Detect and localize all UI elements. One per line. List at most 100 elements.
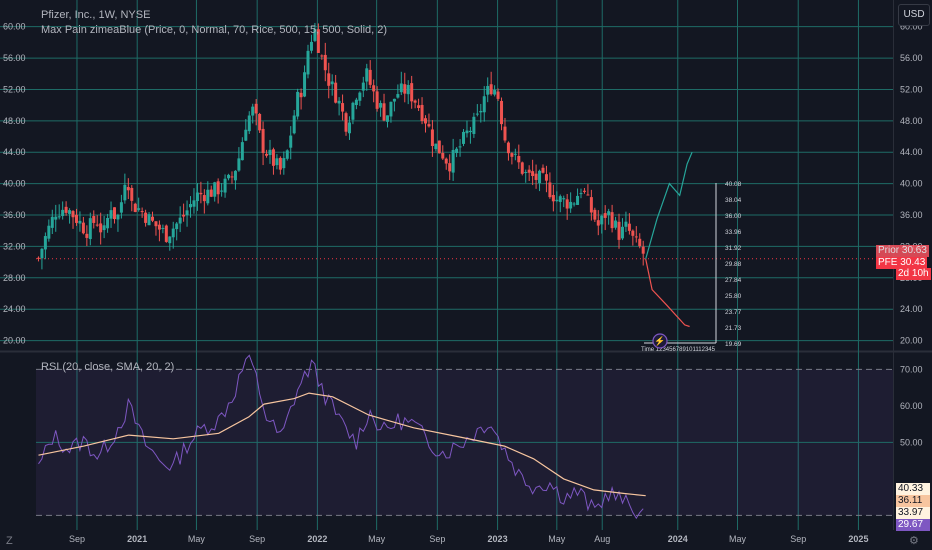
candle-body [614,220,618,228]
candle-body [465,130,469,134]
candle-body [199,192,203,195]
candle-body [479,110,483,113]
max-pain-level-label: 33.96 [725,229,742,236]
rsi-legend[interactable]: RSI (20, close, SMA, 20, 2) [41,361,175,373]
candle-body [74,214,78,223]
candle-body [482,96,486,113]
symbol-legend[interactable]: Pfizer, Inc., 1W, NYSE [41,9,151,21]
candle-body [351,102,355,120]
y-tick-label-left: 40.00 [3,179,26,189]
projection-up-line [645,151,693,260]
candle-body [119,202,123,213]
candle-body [220,190,224,192]
candle-body [448,163,452,172]
x-tick-label: Sep [429,534,445,544]
candle-body [396,94,400,98]
candle-body [285,150,289,159]
x-tick-label: 2025 [848,534,868,544]
candle-body [444,158,448,164]
candle-body [420,104,424,122]
candle-body [175,223,179,230]
candle-body [95,224,99,226]
max-pain-level-label: 38.04 [725,197,742,204]
x-tick-label: 2023 [488,534,508,544]
candle-body [151,216,155,221]
candle-body [213,182,217,197]
candle-body [258,113,262,131]
rsi-band [36,368,893,516]
candle-body [638,238,642,247]
candle-body [216,181,220,195]
max-pain-caption: Time 123456789101112345 [641,347,716,353]
candle-body [368,69,372,85]
candle-body [347,122,351,134]
rsi-y-tick-label: 50.00 [900,437,923,447]
candle-body [161,227,165,229]
candle-body [189,204,193,208]
candle-body [147,214,151,226]
candle-body [178,217,182,224]
bar-countdown: 2d 10h [896,268,931,280]
candle-body [562,198,566,200]
candle-body [320,55,324,57]
candle-body [558,196,562,202]
candle-body [565,199,569,209]
candle-body [244,129,248,141]
lightning-icon [652,333,668,349]
x-tick-label: May [368,534,386,544]
candle-body [624,221,628,227]
candle-body [123,184,127,201]
max-pain-level-label: 25.80 [725,293,742,300]
prior-value: 30.63 [901,245,927,256]
indicator-legend[interactable]: Max Pain zimeaBlue (Price, 0, Normal, 70… [41,24,388,36]
candle-body [251,106,255,116]
candle-body [455,148,459,154]
y-tick-label-right: 40.00 [900,179,923,189]
candle-body [434,143,438,150]
candle-body [493,89,497,95]
gear-icon[interactable]: ⚙ [909,535,919,547]
candle-body [375,91,379,109]
candle-body [71,211,75,218]
candle-body [503,126,507,141]
ticker-label: PFE [878,257,898,268]
candle-body [392,98,396,102]
candle-body [185,210,189,216]
candle-body [133,203,137,212]
candle-body [265,153,269,156]
candle-body [406,84,410,95]
candle-body [316,29,320,53]
candle-body [137,208,141,210]
candle-body [116,214,120,220]
rsi-lines [38,354,646,520]
candle-body [112,207,116,220]
tradingview-logo-icon[interactable]: Z [6,535,13,547]
candle-body [551,194,555,202]
currency-button[interactable]: USD [898,4,930,26]
candle-body [36,257,40,259]
candle-body [589,197,593,213]
candle-body [313,29,317,41]
candle-body [230,176,234,178]
candle-body [489,84,493,95]
candle-body [631,230,635,236]
candle-body [344,113,348,132]
candle-body [576,195,580,205]
candle-body [192,200,196,207]
candle-body [437,140,441,154]
candle-body [292,115,296,134]
candle-body [275,158,279,166]
y-tick-label-left: 60.00 [3,22,26,32]
candle-body [99,223,103,233]
last-price-value: 30.43 [900,257,926,268]
candle-body [261,128,265,153]
candle-body [154,221,158,227]
x-tick-label: Sep [790,534,806,544]
candle-body [50,216,54,228]
candle-body [81,222,85,234]
candle-body [496,91,500,99]
rsi-tag-value: 29.67 [896,519,930,531]
